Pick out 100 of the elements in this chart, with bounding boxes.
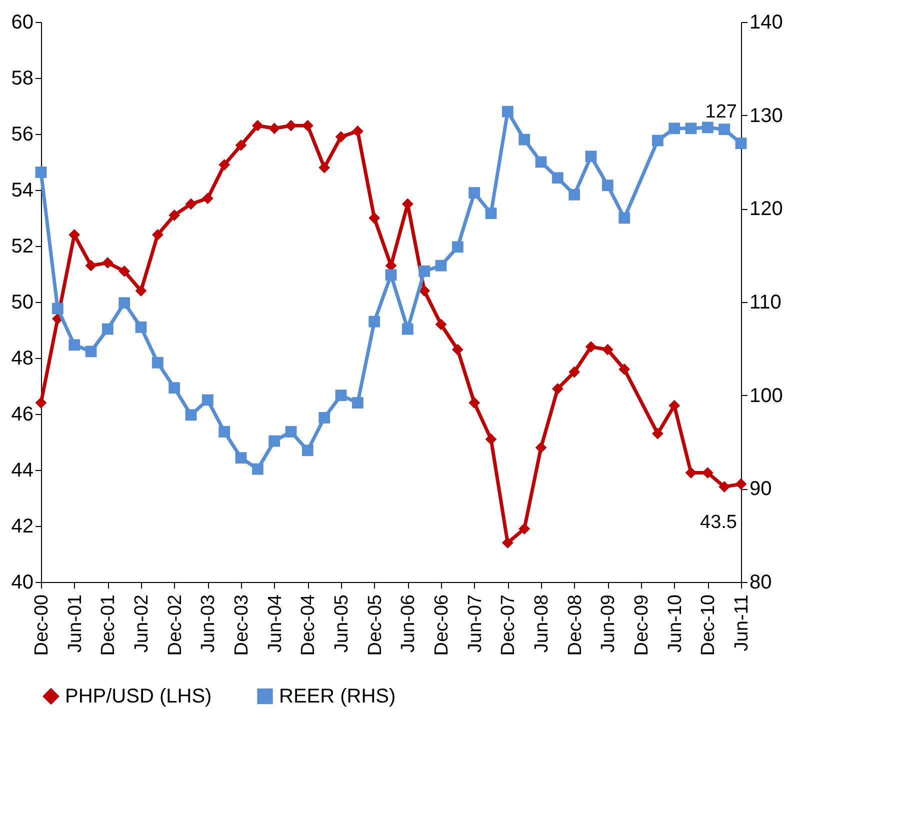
point	[585, 341, 597, 352]
x-tick-label: Dec-06	[432, 594, 452, 656]
point	[418, 266, 430, 277]
point	[368, 212, 380, 224]
point	[585, 150, 597, 162]
point	[668, 400, 680, 412]
y-tick-label: 54	[11, 180, 34, 202]
x-tick-label: Dec-09	[632, 594, 652, 656]
data-label: 127	[705, 101, 737, 122]
point	[502, 106, 514, 118]
point	[352, 397, 364, 408]
point	[68, 339, 80, 351]
point	[335, 390, 347, 402]
point	[652, 134, 664, 146]
point	[368, 316, 380, 328]
point	[135, 322, 147, 333]
point	[702, 122, 714, 134]
data-label: 43.5	[700, 512, 737, 533]
point	[185, 198, 197, 210]
point	[535, 156, 547, 168]
point	[518, 523, 530, 534]
x-tick-label: Jun-01	[64, 594, 86, 653]
point	[235, 140, 247, 151]
point	[668, 122, 680, 134]
point	[552, 172, 564, 184]
y2-tick-label: 120	[750, 198, 783, 220]
point	[735, 478, 747, 490]
point	[185, 409, 197, 421]
point	[285, 120, 297, 132]
point	[218, 426, 230, 438]
point	[618, 364, 630, 375]
point	[218, 159, 230, 170]
point	[735, 138, 747, 150]
y-tick-label: 42	[11, 516, 34, 538]
x-tick-label: Dec-00	[32, 594, 52, 656]
y-tick-label: 60	[11, 12, 34, 34]
point	[435, 318, 447, 330]
point	[235, 452, 247, 464]
x-tick-label: Dec-01	[98, 594, 120, 656]
y-tick-label: 52	[11, 236, 34, 258]
y2-tick-label: 80	[750, 572, 772, 594]
y2-tick-label: 100	[750, 384, 783, 407]
y-tick-label: 50	[11, 292, 34, 314]
point	[168, 210, 180, 221]
point	[385, 269, 397, 281]
point	[252, 463, 264, 475]
legend-label: PHP/USD (LHS)	[65, 685, 212, 708]
point	[85, 260, 97, 272]
x-tick-label: Jun-03	[198, 594, 220, 653]
y2-tick-label: 110	[750, 292, 782, 314]
point	[435, 260, 447, 272]
x-tick-label: Jun-06	[398, 594, 420, 653]
point	[168, 382, 180, 394]
point	[502, 537, 514, 548]
x-tick-label: Dec-02	[164, 594, 186, 656]
point	[85, 346, 97, 358]
point	[568, 366, 580, 378]
y-tick-label: 48	[11, 348, 34, 370]
point	[52, 302, 64, 314]
point	[552, 383, 564, 394]
point	[568, 188, 580, 200]
point	[618, 212, 630, 224]
point	[102, 323, 114, 335]
y-tick-label: 46	[11, 404, 34, 426]
x-tick-label: Jun-11	[732, 594, 752, 652]
point	[252, 120, 264, 132]
point	[352, 126, 364, 137]
point	[535, 442, 547, 454]
y2-tick-label: 140	[750, 12, 783, 34]
point	[152, 229, 164, 240]
x-tick-label: Dec-04	[298, 594, 320, 656]
x-tick-label: Dec-03	[232, 594, 252, 656]
x-tick-label: Dec-07	[498, 594, 520, 656]
point	[452, 241, 464, 253]
point	[318, 412, 330, 424]
point	[718, 124, 730, 136]
point	[302, 444, 314, 456]
x-tick-label: Jun-08	[532, 594, 552, 653]
point	[268, 122, 280, 134]
point	[452, 344, 464, 356]
point	[402, 323, 414, 335]
x-tick-label: Jun-09	[598, 594, 620, 653]
point	[602, 180, 614, 192]
point	[652, 428, 664, 440]
point	[718, 481, 730, 492]
y2-tick-label: 130	[750, 104, 783, 127]
point	[202, 394, 214, 406]
point	[518, 134, 530, 146]
y-tick-label: 58	[11, 68, 34, 90]
point	[335, 131, 347, 142]
point	[152, 356, 164, 368]
point	[102, 257, 114, 268]
point	[118, 297, 130, 309]
point	[685, 122, 697, 134]
point	[268, 435, 280, 447]
point	[418, 285, 430, 296]
point	[468, 187, 480, 198]
point	[202, 192, 214, 204]
y-tick-label: 44	[11, 460, 34, 482]
y-tick-label: 40	[11, 572, 34, 594]
